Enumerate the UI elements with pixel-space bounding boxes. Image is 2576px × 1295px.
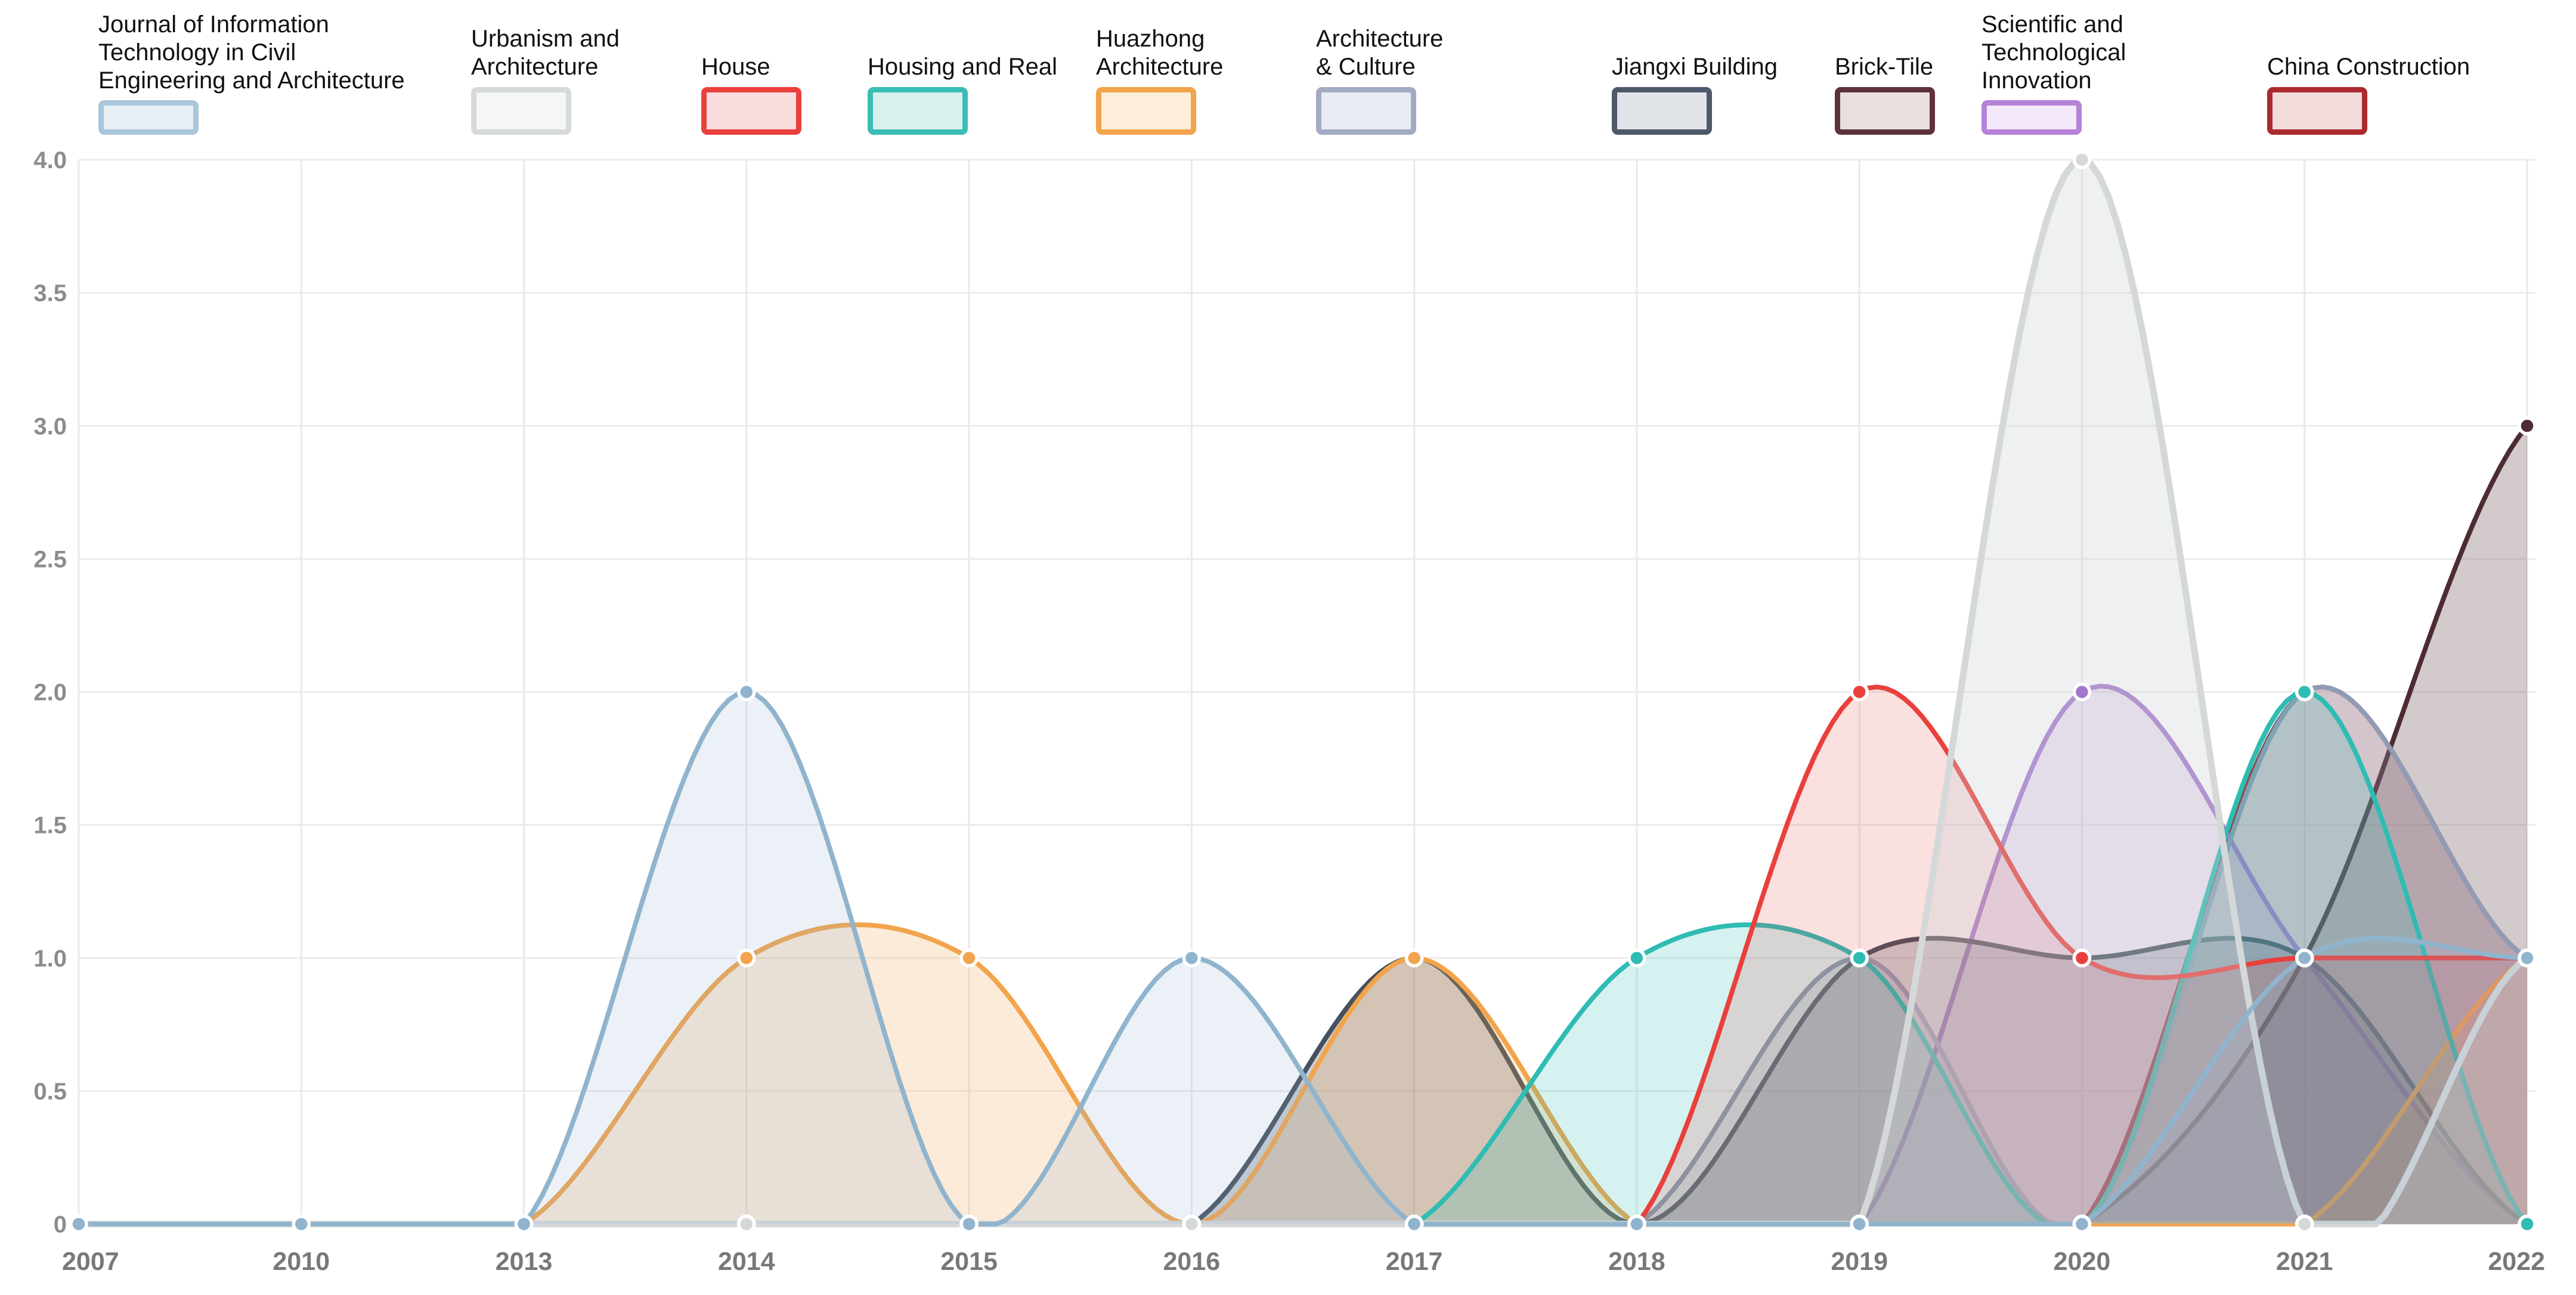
- data-point[interactable]: [1182, 1215, 1202, 1234]
- data-point[interactable]: [2072, 682, 2092, 702]
- data-point[interactable]: [1850, 949, 1869, 968]
- legend-item-5[interactable]: Huazhong Architecture: [1096, 11, 1223, 135]
- legend-swatch[interactable]: [1316, 87, 1416, 135]
- legend-swatch[interactable]: [1835, 87, 1935, 135]
- legend-item-10[interactable]: China Construction: [2267, 11, 2470, 135]
- y-axis-labels: 4.0 3.5 3.0 2.5 2.0 1.5 1.0 0.5 0: [33, 147, 67, 1238]
- data-point[interactable]: [2295, 949, 2314, 968]
- data-point[interactable]: [1627, 949, 1646, 968]
- legend-item-3[interactable]: House: [701, 11, 801, 135]
- x-tick-label: 2020: [2054, 1247, 2111, 1276]
- data-point[interactable]: [959, 949, 979, 968]
- x-tick-label: 2007: [62, 1247, 119, 1276]
- data-point[interactable]: [1850, 1215, 1869, 1234]
- legend-swatch[interactable]: [1981, 100, 2082, 135]
- series-area: [79, 692, 2527, 1224]
- x-tick-label: 2013: [496, 1247, 553, 1276]
- data-point[interactable]: [2072, 1215, 2092, 1234]
- x-tick-label: 2019: [1831, 1247, 1888, 1276]
- legend-item-2[interactable]: Urbanism and Architecture: [471, 11, 620, 135]
- data-point[interactable]: [292, 1215, 311, 1234]
- legend-swatch[interactable]: [471, 87, 571, 135]
- y-tick-label: 0: [54, 1212, 67, 1238]
- data-point[interactable]: [2072, 150, 2092, 169]
- series-area: [79, 160, 2527, 1224]
- data-point[interactable]: [737, 949, 756, 968]
- y-tick-label: 0.5: [33, 1079, 67, 1105]
- legend-item-1[interactable]: Journal of Information Technology in Civ…: [98, 11, 405, 135]
- chart-legend: Journal of Information Technology in Civ…: [0, 0, 2576, 149]
- legend-item-7[interactable]: Jiangxi Building: [1612, 11, 1778, 135]
- data-point[interactable]: [1627, 1215, 1646, 1234]
- legend-swatch[interactable]: [701, 87, 801, 135]
- legend-label: Brick-Tile: [1835, 54, 1934, 80]
- legend-label: Journal of Information Technology in Civ…: [98, 11, 405, 94]
- legend-swatch[interactable]: [1612, 87, 1712, 135]
- data-point[interactable]: [737, 1215, 756, 1234]
- y-tick-label: 3.5: [33, 280, 67, 306]
- data-point[interactable]: [1404, 949, 1424, 968]
- legend-label: Architecture & Culture: [1316, 26, 1444, 80]
- data-points: [69, 150, 2537, 1234]
- data-point[interactable]: [959, 1215, 979, 1234]
- series-line: [76, 689, 2529, 1226]
- data-point[interactable]: [2518, 1215, 2537, 1234]
- data-point[interactable]: [2518, 416, 2537, 435]
- legend-label: China Construction: [2267, 54, 2470, 80]
- legend-label: House: [701, 54, 770, 80]
- data-point[interactable]: [2295, 682, 2314, 702]
- data-point[interactable]: [69, 1215, 88, 1234]
- legend-swatch[interactable]: [1096, 87, 1196, 135]
- series-area: [79, 925, 2527, 1224]
- data-point[interactable]: [2072, 949, 2092, 968]
- legend-label: Housing and Real: [868, 54, 1057, 80]
- legend-item-6[interactable]: Architecture & Culture: [1316, 11, 1443, 135]
- y-tick-label: 1.5: [33, 813, 67, 839]
- series-layer: [75, 156, 2531, 1228]
- y-tick-label: 3.0: [33, 413, 67, 439]
- series-journal-of-information-technology-in-civil-engineering-and-architecture: [76, 689, 2529, 1226]
- data-point[interactable]: [514, 1215, 534, 1234]
- x-tick-label: 2022: [2488, 1247, 2545, 1276]
- data-point[interactable]: [737, 682, 756, 702]
- legend-item-8[interactable]: Brick-Tile: [1835, 11, 1935, 135]
- x-tick-label: 2017: [1386, 1247, 1443, 1276]
- legend-item-9[interactable]: Scientific and Technological Innovation: [1981, 11, 2126, 135]
- legend-label: Urbanism and Architecture: [471, 26, 620, 80]
- legend-swatch[interactable]: [868, 87, 968, 135]
- y-tick-label: 2.5: [33, 546, 67, 572]
- x-tick-label: 2018: [1608, 1247, 1665, 1276]
- series-area: [79, 692, 2527, 1224]
- legend-label: Huazhong Architecture: [1096, 26, 1224, 80]
- y-tick-label: 2.0: [33, 680, 67, 706]
- legend-swatch[interactable]: [98, 100, 199, 135]
- series-area: [79, 687, 2527, 1224]
- y-tick-label: 4.0: [33, 147, 67, 174]
- legend-label: Scientific and Technological Innovation: [1981, 11, 2126, 94]
- x-tick-label: 2015: [940, 1247, 998, 1276]
- x-tick-label: 2014: [718, 1247, 775, 1276]
- data-point[interactable]: [1850, 682, 1869, 702]
- data-point[interactable]: [2295, 1215, 2314, 1234]
- legend-label: Jiangxi Building: [1612, 54, 1778, 80]
- data-point[interactable]: [2518, 949, 2537, 968]
- x-tick-label: 2021: [2276, 1247, 2333, 1276]
- y-tick-label: 1.0: [33, 946, 67, 972]
- x-axis-labels: 2007 2010 2013 2014 2015 2016 2017 2018 2019 2020…: [62, 1247, 2545, 1276]
- series-area: [79, 426, 2527, 1224]
- legend-swatch[interactable]: [2267, 87, 2367, 135]
- x-tick-label: 2010: [273, 1247, 330, 1276]
- legend-item-4[interactable]: Housing and Real: [868, 11, 1057, 135]
- x-tick-label: 2016: [1163, 1247, 1221, 1276]
- series-area: [79, 687, 2527, 1224]
- data-point[interactable]: [1404, 1215, 1424, 1234]
- data-point[interactable]: [1182, 949, 1202, 968]
